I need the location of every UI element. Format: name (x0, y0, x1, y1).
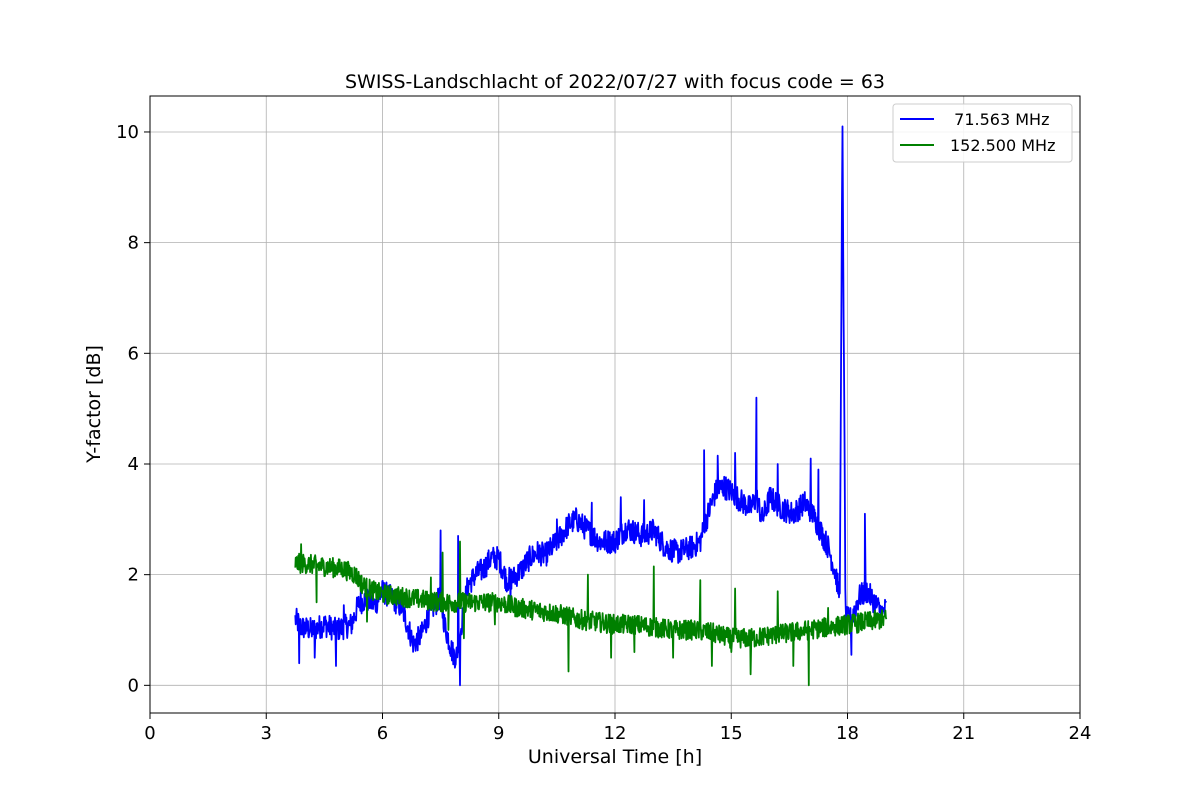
x-tick-label: 9 (493, 723, 504, 744)
legend-label-152500: 152.500 MHz (950, 136, 1055, 155)
legend-box (892, 103, 1073, 163)
x-axis-label: Universal Time [h] (528, 746, 702, 768)
x-tick-label: 18 (836, 723, 859, 744)
y-axis-label: Y-factor [dB] (83, 345, 105, 464)
series-line-1 (294, 540, 888, 687)
series-layer (294, 125, 888, 687)
legend: 71.563 MHz 152.500 MHz (892, 103, 1073, 163)
y-tick-label: 4 (128, 454, 139, 475)
y-tick-label: 0 (128, 675, 139, 696)
x-tick-label: 24 (1069, 723, 1092, 744)
y-tick-label: 10 (116, 122, 139, 143)
x-tick-label: 21 (952, 723, 975, 744)
x-tick-label: 15 (720, 723, 743, 744)
x-tick-label: 0 (144, 723, 155, 744)
x-tick-label: 3 (261, 723, 272, 744)
chart-title: SWISS-Landschlacht of 2022/07/27 with fo… (345, 71, 885, 93)
legend-label-71563: 71.563 MHz (944, 110, 1049, 129)
x-tick-label: 6 (377, 723, 388, 744)
y-tick-label: 6 (128, 343, 139, 364)
x-tick-label: 12 (604, 723, 627, 744)
y-tick-label: 8 (128, 233, 139, 254)
y-tick-label: 2 (128, 565, 139, 586)
